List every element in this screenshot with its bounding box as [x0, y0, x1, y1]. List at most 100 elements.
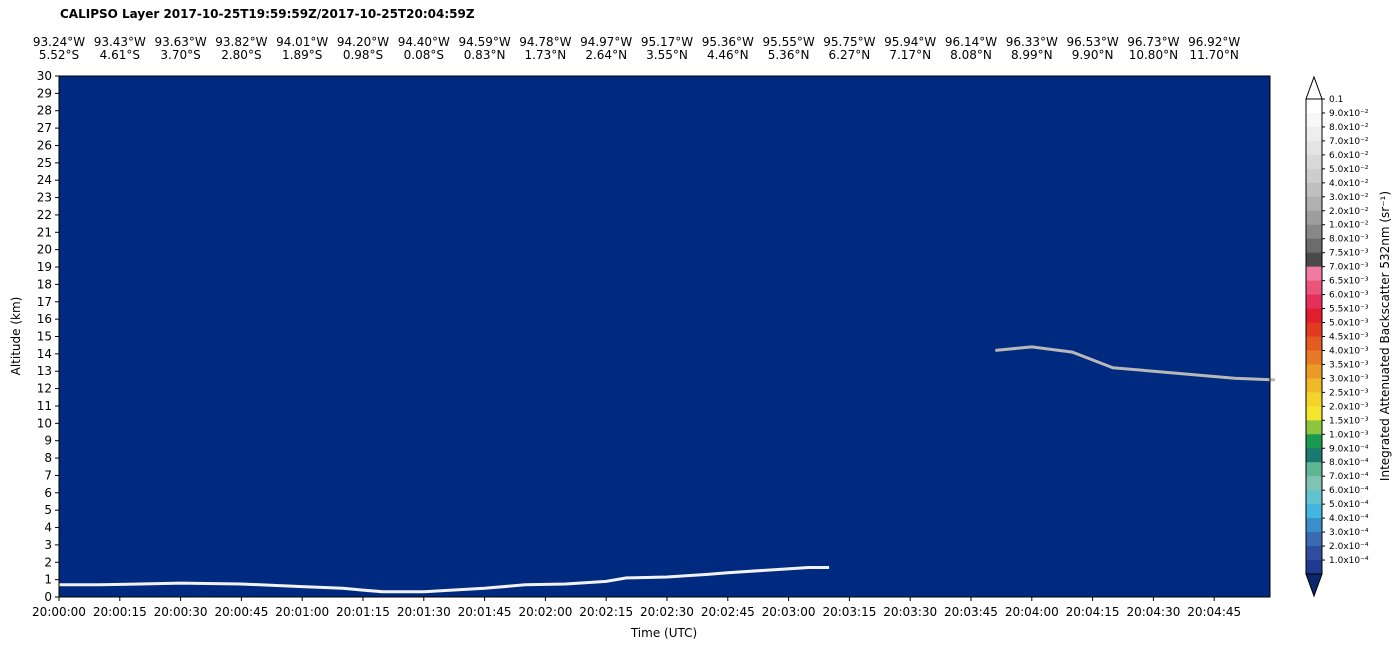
- colorbar-segment: [1306, 504, 1322, 519]
- x-tick-label: 20:03:15: [822, 605, 876, 619]
- colorbar-tick-label: 3.5x10⁻³: [1329, 360, 1369, 370]
- colorbar-tick-label: 6.5x10⁻³: [1329, 277, 1369, 287]
- y-tick-label: 11: [37, 399, 52, 413]
- colorbar-tick-label: 2.0x10⁻⁴: [1329, 542, 1369, 552]
- x-tick-label: 20:03:30: [883, 605, 937, 619]
- x-tick-label: 20:03:45: [944, 605, 998, 619]
- top-lat-label: 1.73°N: [525, 48, 567, 62]
- y-tick-label: 2: [44, 555, 52, 569]
- colorbar-segment: [1306, 392, 1322, 407]
- plot-area: [59, 76, 1270, 597]
- backscatter-features: [59, 345, 1276, 594]
- colorbar-tick-label: 3.0x10⁻³: [1329, 374, 1369, 384]
- y-tick-label: 27: [37, 121, 52, 135]
- top-lat-label: 6.27°N: [829, 48, 871, 62]
- x-tick-label: 20:03:00: [762, 605, 816, 619]
- colorbar-tick-label: 2.0x10⁻²: [1329, 207, 1369, 217]
- colorbar-segment: [1306, 224, 1322, 240]
- y-tick-label: 20: [37, 243, 52, 257]
- feature-2: [995, 345, 1276, 382]
- colorbar-tick-label: 9.0x10⁻⁴: [1329, 444, 1369, 454]
- top-lat-label: 1.89°S: [282, 48, 322, 62]
- colorbar-tick-label: 7.0x10⁻³: [1329, 263, 1369, 273]
- x-tick-label: 20:04:15: [1066, 605, 1120, 619]
- top-lat-label: 2.64°N: [585, 48, 627, 62]
- y-tick-label: 30: [37, 69, 52, 83]
- top-lon-label: 94.40°W: [398, 35, 450, 49]
- y-tick-label: 24: [37, 173, 52, 187]
- colorbar-extend-max: [1305, 75, 1323, 100]
- x-tick-label: 20:01:15: [336, 605, 390, 619]
- colorbar-segment: [1306, 294, 1322, 310]
- x-tick-label: 20:02:30: [640, 605, 694, 619]
- colorbar-segment: [1306, 420, 1322, 435]
- x-tick-label: 20:02:45: [701, 605, 755, 619]
- colorbar-segment: [1306, 182, 1322, 198]
- y-tick-label: 4: [44, 521, 52, 535]
- top-lat-label: 5.36°N: [768, 48, 810, 62]
- y-tick-label: 8: [44, 451, 52, 465]
- colorbar-tick-label: 4.0x10⁻³: [1329, 346, 1369, 356]
- y-tick-label: 18: [37, 277, 52, 291]
- x-tick-label: 20:02:15: [579, 605, 633, 619]
- colorbar-tick-label: 4.0x10⁻⁴: [1329, 514, 1369, 524]
- colorbar-tick-label: 1.5x10⁻³: [1329, 416, 1369, 426]
- colorbar-segment: [1306, 462, 1322, 477]
- top-lon-label: 94.97°W: [580, 35, 632, 49]
- colorbar-tick-label: 8.0x10⁻⁴: [1329, 458, 1369, 468]
- colorbar-segment: [1306, 140, 1322, 156]
- y-tick-label: 28: [37, 104, 52, 118]
- y-tick-label: 12: [37, 382, 52, 396]
- colorbar-tick-label: 7.0x10⁻²: [1329, 137, 1369, 147]
- axes: 0123456789101112131415161718192021222324…: [32, 69, 1271, 619]
- colorbar-segment: [1306, 336, 1322, 351]
- top-lat-label: 0.83°N: [464, 48, 506, 62]
- top-lat-label: 7.17°N: [889, 48, 931, 62]
- x-tick-label: 20:00:30: [154, 605, 208, 619]
- top-axis-geolocation: 93.24°W5.52°S 93.43°W4.61°S 93.63°W3.70°S 9…: [33, 35, 1241, 62]
- top-lon-label: 95.17°W: [641, 35, 693, 49]
- plot-background: [59, 76, 1270, 597]
- top-lat-label: 3.70°S: [160, 48, 200, 62]
- colorbar-segment: [1306, 518, 1322, 533]
- colorbar-segment: [1306, 448, 1322, 463]
- colorbar-extend-min: [1305, 573, 1323, 598]
- x-tick-label: 20:01:00: [275, 605, 329, 619]
- colorbar-segment: [1306, 434, 1322, 449]
- colorbar-tick-label: 3.0x10⁻⁴: [1329, 528, 1369, 538]
- colorbar-segment: [1306, 154, 1322, 170]
- colorbar-tick-label: 8.0x10⁻³: [1329, 235, 1369, 245]
- top-lon-label: 94.59°W: [458, 35, 510, 49]
- top-lon-label: 94.78°W: [519, 35, 571, 49]
- colorbar-segment: [1306, 308, 1322, 324]
- x-tick-label: 20:04:45: [1187, 605, 1241, 619]
- top-lon-label: 96.73°W: [1127, 35, 1179, 49]
- x-tick-label: 20:00:15: [93, 605, 147, 619]
- top-lat-label: 0.98°S: [343, 48, 383, 62]
- y-tick-label: 13: [37, 364, 52, 378]
- colorbar-segment: [1306, 532, 1322, 547]
- feature-1: [59, 566, 830, 594]
- top-lon-label: 94.20°W: [337, 35, 389, 49]
- x-tick-label: 20:00:45: [214, 605, 268, 619]
- colorbar-tick-label: 9.0x10⁻²: [1329, 109, 1369, 119]
- colorbar-tick-label: 1.0x10⁻³: [1329, 430, 1369, 440]
- top-lon-label: 93.43°W: [94, 35, 146, 49]
- colorbar-tick-label: 6.0x10⁻³: [1329, 291, 1369, 301]
- colorbar-segment: [1306, 266, 1322, 282]
- colorbar-segment: [1306, 252, 1322, 268]
- colorbar-segment: [1306, 126, 1322, 142]
- top-lon-label: 96.33°W: [1006, 35, 1058, 49]
- y-tick-label: 9: [44, 434, 52, 448]
- colorbar-segment: [1306, 546, 1322, 561]
- top-lat-label: 8.99°N: [1011, 48, 1053, 62]
- y-tick-label: 0: [44, 590, 52, 604]
- colorbar-segment: [1306, 280, 1322, 296]
- top-lon-label: 93.24°W: [33, 35, 85, 49]
- y-tick-label: 10: [37, 416, 52, 430]
- top-lat-label: 9.90°N: [1072, 48, 1114, 62]
- y-tick-label: 14: [37, 347, 52, 361]
- colorbar-tick-label: 0.1: [1329, 95, 1343, 105]
- colorbar-segment: [1306, 364, 1322, 379]
- y-tick-label: 1: [44, 573, 52, 587]
